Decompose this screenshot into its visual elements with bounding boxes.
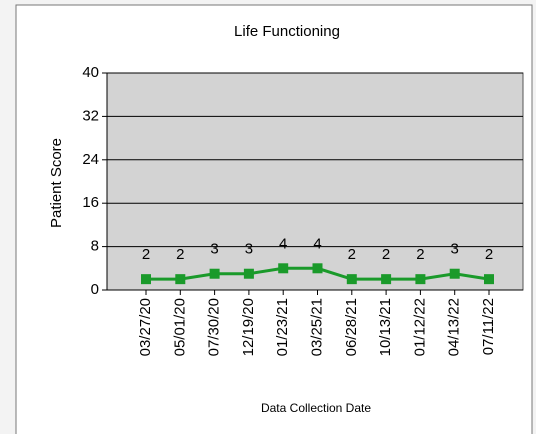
x-tick-label: 07/30/20 (206, 298, 223, 356)
y-tick-label: 16 (82, 194, 99, 211)
data-point (449, 268, 460, 279)
x-tick-label: 12/19/20 (240, 298, 257, 356)
data-label: 3 (451, 241, 459, 258)
x-tick-label: 07/11/22 (480, 298, 497, 355)
y-tick-label: 8 (91, 238, 99, 255)
data-point (278, 263, 289, 274)
data-point (415, 274, 426, 285)
data-point (484, 274, 494, 285)
chart-title: Life Functioning (234, 23, 340, 40)
y-axis-label: Patient Score (48, 138, 65, 228)
x-tick-label: 10/13/21 (377, 298, 394, 356)
x-tick-label: 03/27/20 (137, 298, 154, 356)
data-label: 2 (382, 246, 390, 263)
data-point (209, 268, 220, 279)
y-tick-label: 24 (82, 151, 99, 168)
data-point (141, 274, 151, 285)
data-label: 2 (142, 246, 150, 263)
y-tick-label: 0 (91, 281, 99, 298)
data-point (312, 263, 323, 274)
x-tick-label: 05/01/20 (171, 298, 188, 356)
data-point (175, 274, 186, 285)
x-tick-label: 04/13/22 (446, 298, 463, 356)
data-label: 4 (313, 235, 321, 252)
data-point (381, 274, 392, 285)
x-tick-label: 03/25/21 (308, 298, 325, 356)
y-tick-label: 32 (82, 107, 99, 124)
data-label: 4 (279, 235, 287, 252)
x-tick-label: 01/23/21 (274, 298, 291, 356)
x-axis-label: Data Collection Date (261, 401, 371, 415)
data-label: 2 (348, 246, 356, 263)
data-label: 3 (245, 241, 253, 258)
x-tick-label: 06/28/21 (343, 298, 360, 356)
data-label: 3 (210, 241, 218, 258)
data-label: 2 (485, 246, 493, 263)
y-tick-label: 40 (82, 64, 99, 81)
data-label: 2 (176, 246, 184, 263)
x-tick-label: 01/12/22 (411, 298, 428, 356)
plot-area (106, 72, 524, 291)
data-point (243, 268, 254, 279)
data-point (346, 274, 357, 285)
data-label: 2 (416, 246, 424, 263)
